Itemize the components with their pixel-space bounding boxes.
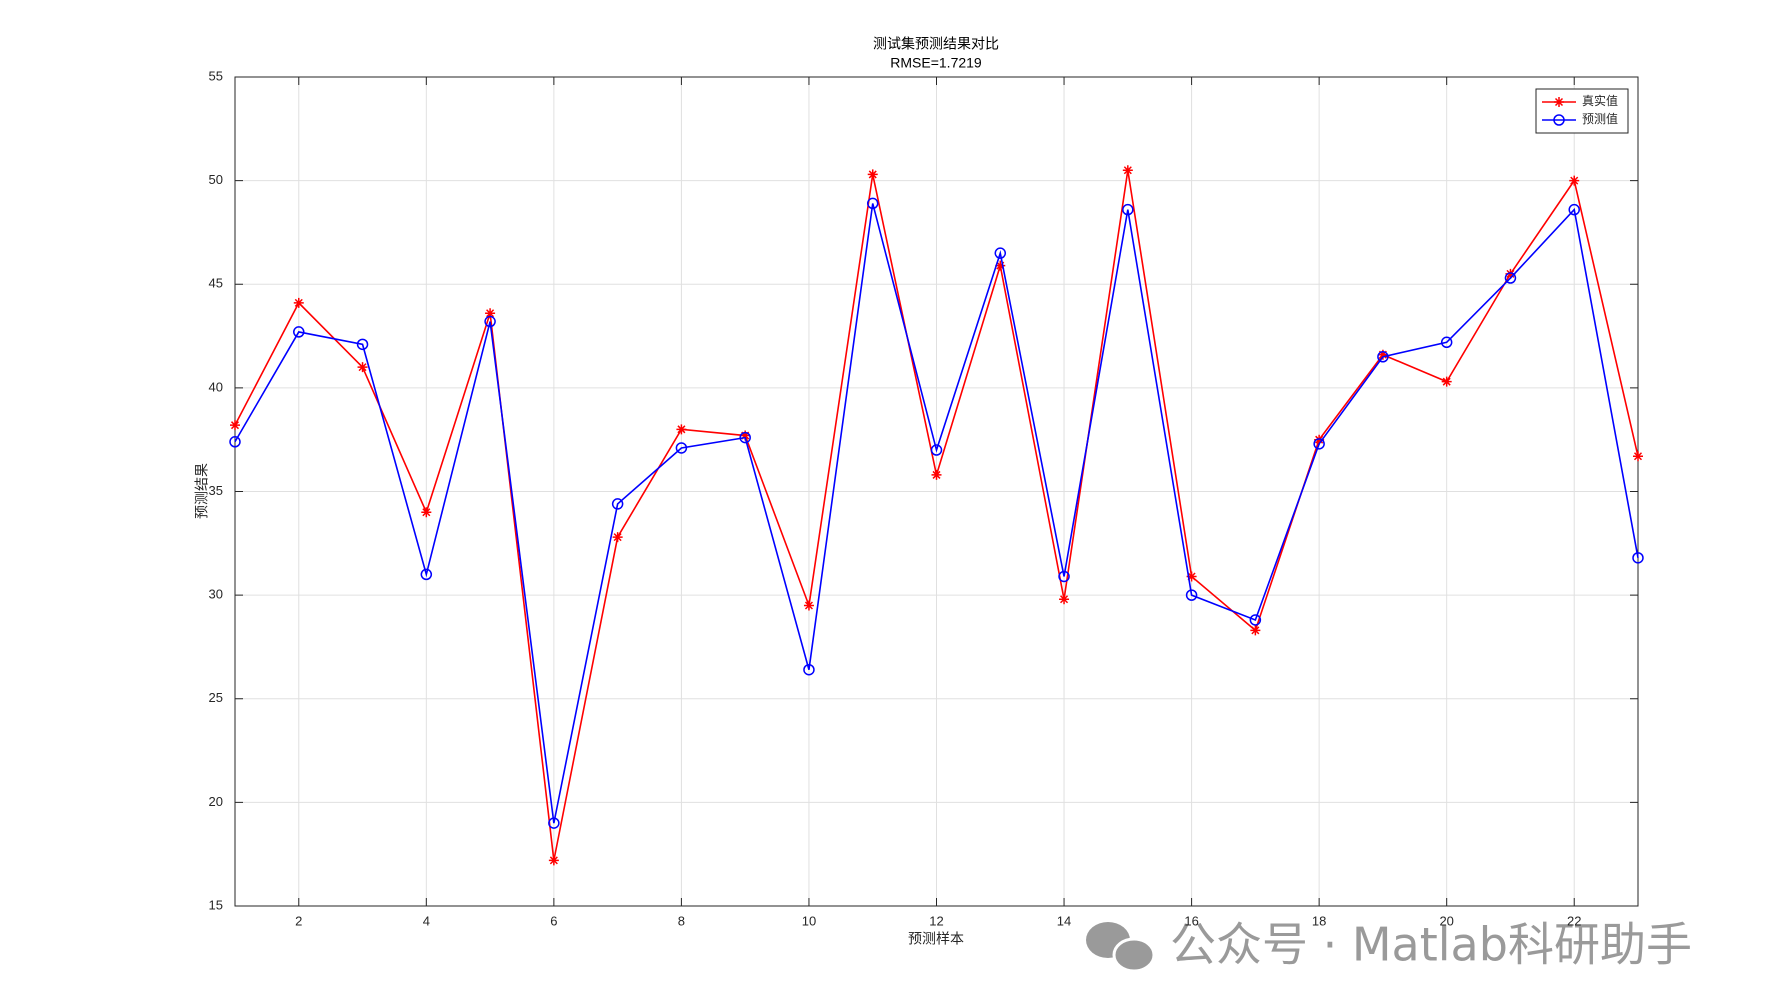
x-tick-label: 16: [1184, 913, 1198, 928]
data-point: [1505, 268, 1516, 279]
data-point: [420, 568, 433, 581]
data-point: [1440, 336, 1453, 349]
data-point: [484, 315, 496, 328]
data-point: [357, 362, 368, 373]
chart-title: 测试集预测结果对比: [873, 36, 999, 52]
data-point: [230, 420, 240, 431]
data-point: [739, 431, 751, 444]
data-point: [612, 532, 623, 543]
data-point: [1122, 203, 1134, 216]
data-point: [676, 424, 687, 435]
data-point: [1568, 203, 1580, 216]
data-point: [229, 436, 241, 448]
data-point: [1059, 594, 1070, 605]
y-tick-label: 50: [209, 172, 223, 187]
wechat-icon: [1086, 922, 1156, 973]
y-tick-label: 20: [209, 794, 223, 809]
data-point: [548, 817, 560, 829]
x-tick-label: 12: [929, 913, 943, 928]
data-point: [1504, 272, 1517, 284]
data-point: [931, 469, 942, 480]
x-axis-label: 预测样本: [908, 931, 964, 947]
legend-box: [1535, 88, 1629, 134]
x-tick-label: 14: [1057, 913, 1071, 928]
y-tick-label: 45: [209, 276, 223, 291]
x-tick-label: 18: [1312, 913, 1326, 928]
series-line: [234, 203, 1639, 824]
x-tick-label: 4: [423, 913, 430, 928]
legend-marker: [1554, 97, 1564, 107]
data-point: [1632, 552, 1644, 564]
data-point: [1377, 351, 1389, 363]
x-tick-label: 20: [1439, 913, 1453, 928]
data-point: [1441, 376, 1452, 387]
x-tick-label: 8: [678, 913, 685, 928]
chart-subtitle: RMSE=1.7219: [890, 55, 982, 71]
x-tick-label: 22: [1567, 913, 1581, 928]
watermark: 公众号 · Matlab科研助手: [1170, 918, 1692, 972]
data-point: [293, 297, 304, 308]
y-tick-label: 55: [209, 68, 223, 83]
data-point: [740, 430, 751, 441]
data-point: [1249, 614, 1262, 626]
legend-label: 真实值: [1582, 93, 1618, 108]
data-point: [1314, 434, 1325, 445]
data-point: [675, 442, 688, 454]
plot-frame: [234, 76, 1639, 907]
legend-marker: [1553, 114, 1565, 126]
data-point: [803, 600, 814, 611]
data-point: [995, 260, 1006, 271]
data-point: [548, 855, 559, 866]
data-point: [1313, 438, 1325, 450]
data-point: [1058, 570, 1070, 583]
data-point: [994, 247, 1007, 259]
data-point: [356, 338, 369, 351]
data-point: [867, 169, 878, 180]
x-tick-label: 10: [802, 913, 816, 928]
data-point: [1633, 451, 1643, 462]
data-point: [611, 498, 624, 510]
data-point: [1569, 175, 1580, 186]
data-point: [866, 197, 879, 210]
data-point: [421, 507, 432, 518]
data-point: [1122, 165, 1133, 176]
data-point: [1185, 589, 1198, 601]
data-point: [930, 444, 943, 456]
x-tick-label: 6: [550, 913, 557, 928]
y-tick-label: 25: [209, 690, 223, 705]
x-tick-label: 2: [295, 913, 302, 928]
legend-label: 预测值: [1582, 111, 1618, 126]
data-point: [485, 308, 496, 319]
data-point: [1186, 571, 1197, 582]
data-point: [1250, 625, 1261, 636]
y-tick-label: 35: [209, 483, 223, 498]
y-tick-label: 30: [209, 587, 223, 602]
data-point: [293, 326, 305, 338]
y-axis-label: 预测结果: [194, 463, 210, 519]
data-point: [1377, 349, 1388, 360]
y-tick-label: 40: [209, 379, 223, 394]
y-tick-label: 15: [209, 897, 223, 912]
data-point: [803, 663, 815, 676]
